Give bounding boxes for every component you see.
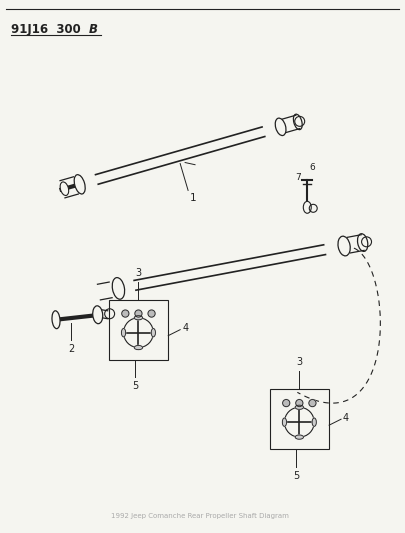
Ellipse shape [309, 400, 316, 407]
Text: 7: 7 [296, 173, 301, 182]
Ellipse shape [283, 400, 290, 407]
Text: 5: 5 [293, 471, 299, 481]
Ellipse shape [122, 310, 129, 317]
Ellipse shape [52, 311, 60, 329]
Ellipse shape [358, 233, 368, 252]
Ellipse shape [151, 328, 156, 337]
Ellipse shape [135, 310, 142, 317]
Text: 5: 5 [132, 382, 139, 391]
Ellipse shape [293, 114, 302, 130]
Text: 2: 2 [68, 344, 74, 353]
Ellipse shape [295, 435, 303, 439]
Text: 91J16  300: 91J16 300 [11, 23, 81, 36]
Bar [270, 389, 329, 449]
Ellipse shape [134, 345, 143, 350]
Ellipse shape [312, 418, 316, 426]
Bar [109, 300, 168, 360]
Ellipse shape [93, 306, 103, 324]
Text: 1: 1 [190, 193, 197, 204]
Ellipse shape [275, 118, 286, 135]
Ellipse shape [303, 201, 311, 213]
Text: 4: 4 [182, 324, 188, 334]
Ellipse shape [338, 236, 350, 256]
Text: 1992 Jeep Comanche Rear Propeller Shaft Diagram: 1992 Jeep Comanche Rear Propeller Shaft … [111, 513, 289, 519]
Text: B: B [89, 23, 98, 36]
Text: 3: 3 [296, 358, 303, 367]
Ellipse shape [122, 328, 126, 337]
Ellipse shape [134, 316, 143, 320]
Text: 6: 6 [309, 164, 315, 173]
Ellipse shape [295, 405, 303, 409]
Ellipse shape [148, 310, 155, 317]
Text: 4: 4 [343, 413, 349, 423]
Ellipse shape [60, 182, 69, 196]
Ellipse shape [282, 418, 286, 426]
Ellipse shape [296, 400, 303, 407]
Ellipse shape [112, 278, 125, 299]
Ellipse shape [74, 175, 85, 194]
Text: 3: 3 [135, 268, 141, 278]
